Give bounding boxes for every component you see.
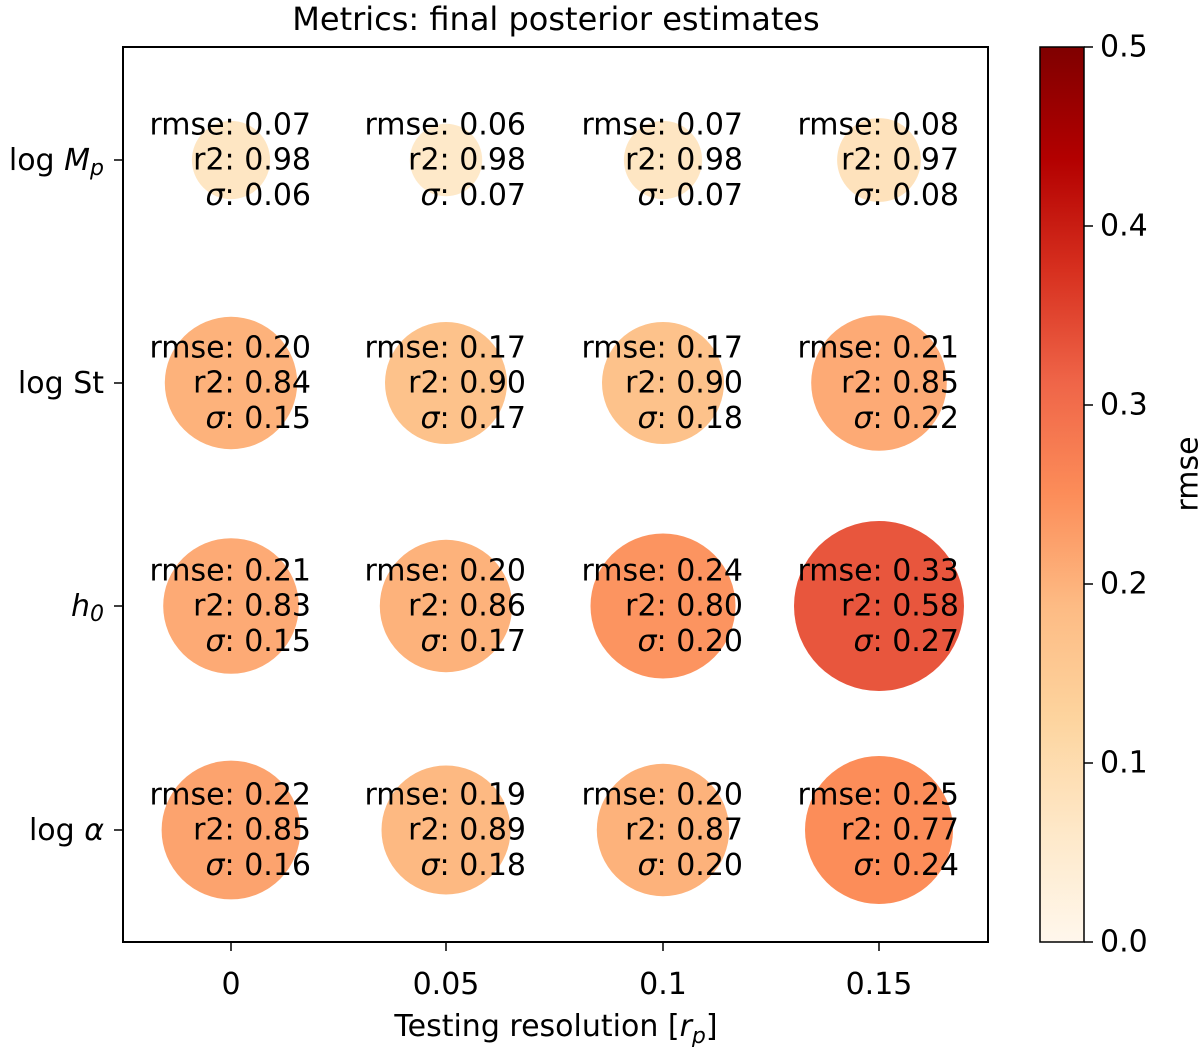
cell-rmse-r2-c0: rmse: 0.21 bbox=[149, 554, 311, 589]
bubble-r3-c2 bbox=[596, 763, 730, 897]
x-tick-label: 0 bbox=[221, 967, 240, 1002]
bubble-r1-c1 bbox=[385, 322, 507, 444]
colorbar-tick-label: 0.1 bbox=[1100, 746, 1148, 781]
bubble-layer bbox=[161, 118, 964, 904]
cell-sigma-r1-c0: σ: 0.15 bbox=[206, 401, 311, 436]
cell-r2-r0-c2: r2: 0.98 bbox=[625, 143, 743, 178]
colorbar-label: rmse bbox=[1171, 436, 1200, 511]
cell-r2-r0-c3: r2: 0.97 bbox=[841, 143, 959, 178]
bubble-r2-c2 bbox=[590, 533, 736, 679]
cell-sigma-r2-c1: σ: 0.17 bbox=[421, 624, 526, 659]
colorbar bbox=[1039, 46, 1085, 943]
cell-r2-r3-c1: r2: 0.89 bbox=[408, 813, 526, 848]
x-tick-label: 0.05 bbox=[413, 967, 480, 1002]
cell-rmse-r3-c2: rmse: 0.20 bbox=[581, 778, 743, 813]
bubble-r2-c0 bbox=[163, 538, 299, 674]
cell-sigma-r3-c2: σ: 0.20 bbox=[638, 848, 743, 883]
x-tick-label: 0.15 bbox=[846, 967, 913, 1002]
cell-r2-r2-c2: r2: 0.80 bbox=[625, 589, 743, 624]
colorbar-tick-label: 0.2 bbox=[1100, 567, 1148, 602]
colorbar-tick-label: 0.0 bbox=[1100, 925, 1148, 960]
y-axis: log Mp log St h0 log α bbox=[9, 143, 123, 848]
cell-sigma-r2-c3: σ: 0.27 bbox=[854, 624, 959, 659]
bubble-r0-c0 bbox=[191, 120, 271, 200]
cell-sigma-r1-c3: σ: 0.22 bbox=[854, 401, 959, 436]
bubble-r1-c2 bbox=[602, 322, 724, 444]
cell-r2-r1-c2: r2: 0.90 bbox=[625, 366, 743, 401]
x-tick-label: 0.1 bbox=[639, 967, 687, 1002]
bubble-r2-c3 bbox=[794, 521, 964, 691]
cell-rmse-r1-c3: rmse: 0.21 bbox=[797, 331, 959, 366]
bubble-r3-c0 bbox=[161, 760, 301, 900]
cell-rmse-r2-c2: rmse: 0.24 bbox=[581, 554, 743, 589]
cell-r2-r0-c1: r2: 0.98 bbox=[408, 143, 526, 178]
cell-sigma-r2-c2: σ: 0.20 bbox=[638, 624, 743, 659]
cell-rmse-r3-c1: rmse: 0.19 bbox=[364, 778, 526, 813]
y-tick-label: log Mp bbox=[9, 143, 104, 181]
cell-rmse-r1-c2: rmse: 0.17 bbox=[581, 331, 743, 366]
cell-rmse-r0-c0: rmse: 0.07 bbox=[149, 108, 311, 143]
bubble-r1-c0 bbox=[164, 316, 298, 450]
y-tick-label: log α bbox=[29, 813, 104, 848]
colorbar-tick-label: 0.5 bbox=[1100, 30, 1148, 65]
bubble-r0-c1 bbox=[409, 123, 483, 197]
cell-sigma-r3-c3: σ: 0.24 bbox=[854, 848, 959, 883]
bubble-r0-c2 bbox=[623, 120, 703, 200]
colorbar-tick-label: 0.4 bbox=[1100, 209, 1148, 244]
cell-r2-r2-c0: r2: 0.83 bbox=[193, 589, 311, 624]
cell-rmse-r0-c3: rmse: 0.08 bbox=[797, 108, 959, 143]
x-axis: 0 0.05 0.1 0.15 bbox=[221, 942, 912, 1002]
cell-sigma-r0-c2: σ: 0.07 bbox=[638, 178, 743, 213]
y-tick-label: log St bbox=[18, 366, 104, 401]
cell-sigma-r0-c1: σ: 0.07 bbox=[421, 178, 526, 213]
cell-rmse-r1-c1: rmse: 0.17 bbox=[364, 331, 526, 366]
cell-sigma-r3-c1: σ: 0.18 bbox=[421, 848, 526, 883]
cell-rmse-r2-c1: rmse: 0.20 bbox=[364, 554, 526, 589]
cell-r2-r2-c3: r2: 0.58 bbox=[841, 589, 959, 624]
cell-r2-r3-c0: r2: 0.85 bbox=[193, 813, 311, 848]
cell-r2-r2-c1: r2: 0.86 bbox=[408, 589, 526, 624]
bubble-r1-c3 bbox=[811, 315, 947, 451]
x-axis-label: Testing resolution [rp] bbox=[393, 1009, 717, 1047]
cell-rmse-r0-c2: rmse: 0.07 bbox=[581, 108, 743, 143]
colorbar-tick-label: 0.3 bbox=[1100, 388, 1148, 423]
bubble-r3-c3 bbox=[805, 756, 953, 904]
cell-sigma-r1-c2: σ: 0.18 bbox=[638, 401, 743, 436]
plot-frame bbox=[122, 46, 989, 943]
cell-rmse-r3-c0: rmse: 0.22 bbox=[149, 778, 311, 813]
cell-rmse-r3-c3: rmse: 0.25 bbox=[797, 778, 959, 813]
cell-rmse-r0-c1: rmse: 0.06 bbox=[364, 108, 526, 143]
cell-sigma-r0-c0: σ: 0.06 bbox=[206, 178, 311, 213]
cell-sigma-r0-c3: σ: 0.08 bbox=[854, 178, 959, 213]
cell-rmse-r2-c3: rmse: 0.33 bbox=[797, 554, 959, 589]
cell-r2-r1-c3: r2: 0.85 bbox=[841, 366, 959, 401]
y-tick-label: h0 bbox=[71, 589, 104, 627]
cell-r2-r3-c3: r2: 0.77 bbox=[841, 813, 959, 848]
cell-sigma-r3-c0: σ: 0.16 bbox=[206, 848, 311, 883]
bubble-r3-c1 bbox=[381, 765, 511, 895]
cell-sigma-r1-c1: σ: 0.17 bbox=[421, 401, 526, 436]
cell-r2-r1-c1: r2: 0.90 bbox=[408, 366, 526, 401]
chart-title: Metrics: final posterior estimates bbox=[292, 0, 819, 38]
cell-rmse-r1-c0: rmse: 0.20 bbox=[149, 331, 311, 366]
cell-r2-r1-c0: r2: 0.84 bbox=[193, 366, 311, 401]
bubble-r2-c1 bbox=[379, 539, 513, 673]
bubble-r0-c3 bbox=[837, 118, 921, 202]
colorbar-axis: 0.0 0.1 0.2 0.3 0.4 0.5 bbox=[1084, 30, 1148, 960]
cell-r2-r0-c0: r2: 0.98 bbox=[193, 143, 311, 178]
cell-r2-r3-c2: r2: 0.87 bbox=[625, 813, 743, 848]
cell-sigma-r2-c0: σ: 0.15 bbox=[206, 624, 311, 659]
